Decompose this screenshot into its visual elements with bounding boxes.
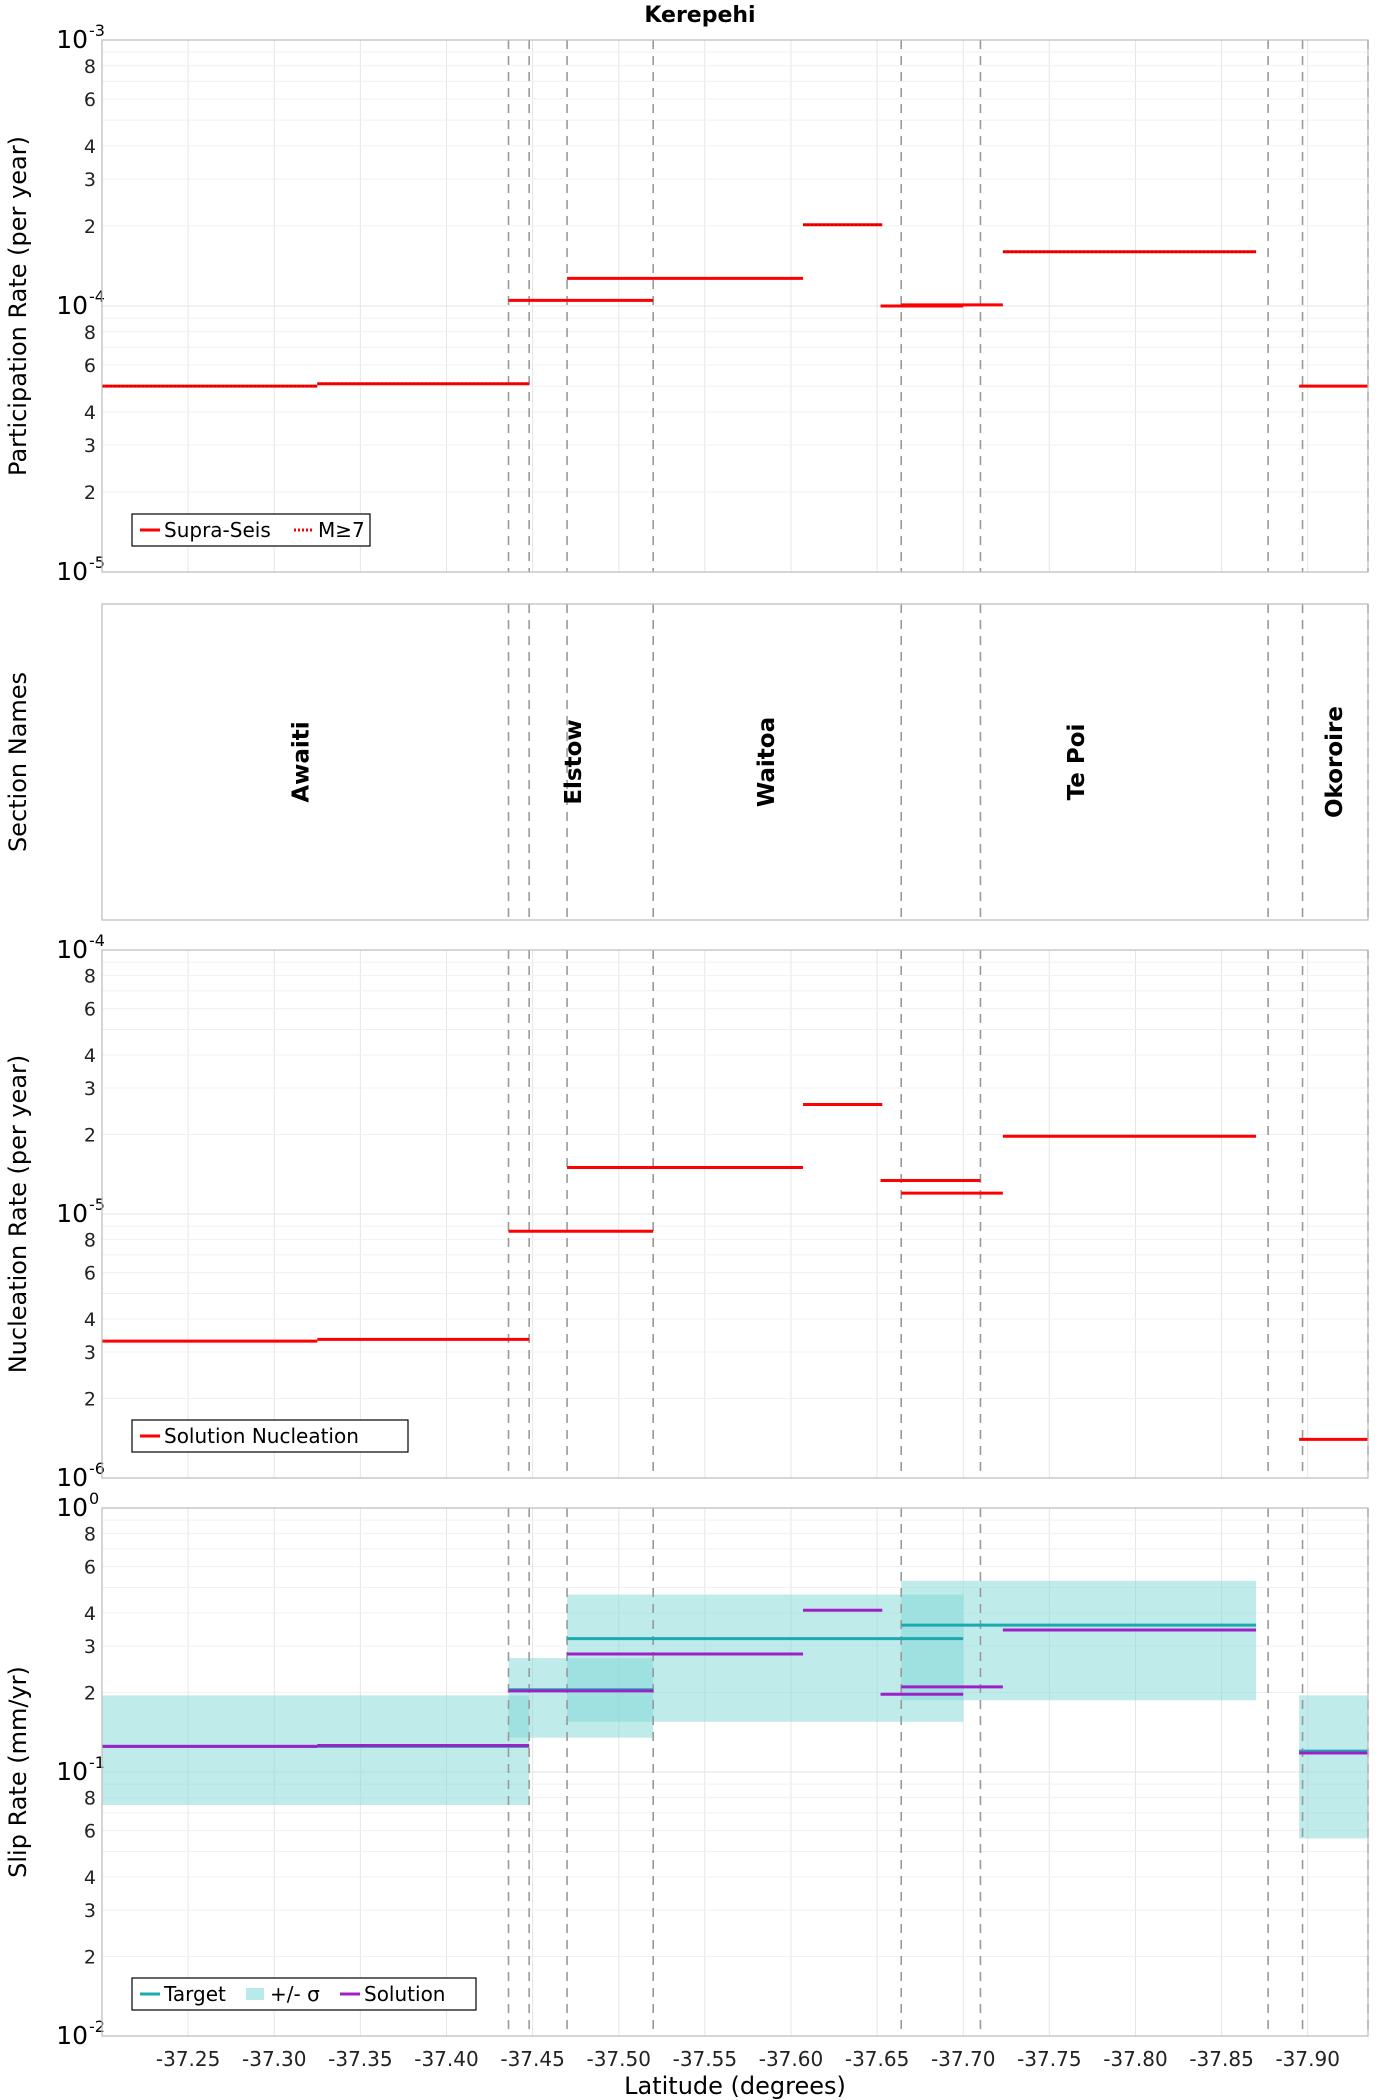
slip-minor-tick-label: 3 (84, 1900, 96, 1922)
slip-minor-tick-label: 6 (84, 1821, 96, 1843)
participation-y-axis-label: Participation Rate (per year) (4, 136, 32, 476)
slip-minor-tick-label: 6 (84, 1557, 96, 1579)
sections-plot-area (102, 604, 1368, 920)
section-name-label: Te Poi (1064, 724, 1090, 801)
slip-minor-tick-label: 4 (84, 1867, 96, 1889)
nucleation-minor-tick-label: 2 (84, 1125, 96, 1147)
nucleation-minor-tick-label: 2 (84, 1389, 96, 1411)
nucleation-y-axis-label: Nucleation Rate (per year) (4, 1055, 32, 1374)
x-tick-label: -37.25 (156, 2047, 220, 2071)
nucleation-minor-tick-label: 4 (84, 1045, 96, 1067)
slip-minor-tick-label: 4 (84, 1603, 96, 1625)
slip-legend-box (131, 1977, 477, 2011)
participation-minor-tick-label: 8 (84, 56, 96, 78)
slip-minor-tick-label: 2 (84, 1683, 96, 1705)
x-tick-label: -37.55 (673, 2047, 737, 2071)
chart-title: Kerepehi (644, 3, 755, 28)
sections-frame (101, 603, 1369, 921)
participation-minor-tick-label: 3 (84, 169, 96, 191)
x-tick-label: -37.90 (1275, 2047, 1339, 2071)
legend-swatch (246, 1988, 264, 2000)
participation-panel: Participation Rate (per year)10 -52346810… (4, 21, 1369, 586)
slip-decade-exponent: -2 (89, 2017, 105, 2036)
participation-minor-tick-label: 8 (84, 322, 96, 344)
participation-minor-tick-label: 6 (84, 355, 96, 377)
participation-decade-label: 10 (56, 557, 88, 586)
x-tick-label: -37.50 (586, 2047, 650, 2071)
nucleation-decade-label: 10 (56, 1199, 88, 1228)
participation-decade-exponent: -4 (89, 287, 105, 306)
legend-label: Supra-Seis (164, 518, 271, 542)
nucleation-minor-tick-label: 3 (84, 1078, 96, 1100)
legend-label: Solution (364, 1982, 445, 2006)
x-tick-label: -37.35 (328, 2047, 392, 2071)
nucleation-decade-exponent: -6 (89, 1459, 105, 1478)
nucleation-decade-exponent: -5 (89, 1195, 105, 1214)
x-tick-label: -37.85 (1189, 2047, 1253, 2071)
slip-minor-tick-label: 3 (84, 1636, 96, 1658)
x-tick-label: -37.40 (414, 2047, 478, 2071)
participation-minor-tick-label: 2 (84, 482, 96, 504)
slip-minor-tick-label: 8 (84, 1788, 96, 1810)
nucleation-minor-tick-label: 8 (84, 1230, 96, 1252)
nucleation-minor-tick-label: 6 (84, 1263, 96, 1285)
nucleation-decade-exponent: -4 (89, 931, 105, 950)
chart-panels: Participation Rate (per year)10 -52346810… (4, 21, 1369, 2071)
nucleation-minor-tick-label: 8 (84, 966, 96, 988)
slip-y-axis-label: Slip Rate (mm/yr) (4, 1666, 32, 1878)
participation-frame (101, 39, 1369, 573)
participation-minor-tick-label: 6 (84, 89, 96, 111)
legend-label: Solution Nucleation (164, 1424, 359, 1448)
x-tick-label: -37.80 (1103, 2047, 1167, 2071)
legend-label: M≥7 (318, 518, 365, 542)
slip-decade-label: 10 (56, 1493, 88, 1522)
participation-decade-exponent: -5 (89, 553, 105, 572)
nucleation-legend-box (131, 1419, 409, 1453)
legend-label: Target (163, 1982, 226, 2006)
slip-decade-exponent: 0 (89, 1489, 99, 1508)
slip-sigma-band (102, 1695, 530, 1805)
nucleation-decade-label: 10 (56, 935, 88, 964)
participation-minor-tick-label: 3 (84, 435, 96, 457)
slip-frame (101, 1507, 1369, 2037)
participation-minor-tick-label: 4 (84, 402, 96, 424)
participation-decade-label: 10 (56, 25, 88, 54)
nucleation-decade-label: 10 (56, 1463, 88, 1492)
nucleation-minor-tick-label: 4 (84, 1309, 96, 1331)
slip-decade-exponent: -1 (89, 1753, 105, 1772)
slip-minor-tick-label: 2 (84, 1947, 96, 1969)
sections-y-axis-label: Section Names (4, 672, 32, 852)
legend-label: +/- σ (270, 1982, 320, 2006)
x-axis-label: Latitude (degrees) (624, 2072, 846, 2100)
x-tick-label: -37.45 (500, 2047, 564, 2071)
participation-minor-tick-label: 2 (84, 216, 96, 238)
x-tick-label: -37.75 (1017, 2047, 1081, 2071)
slip-sigma-band (567, 1594, 964, 1722)
participation-decade-label: 10 (56, 291, 88, 320)
participation-legend-box (131, 513, 371, 547)
nucleation-frame (101, 949, 1369, 1479)
section-name-label: Elstow (561, 719, 587, 804)
section-name-label: Okoroire (1322, 706, 1348, 818)
x-tick-label: -37.65 (845, 2047, 909, 2071)
sections-panel: Section Names Awaiti Elstow Waitoa Te Poi Oko… (4, 603, 1369, 921)
x-tick-label: -37.30 (242, 2047, 306, 2071)
slip-sigma-band (1299, 1695, 1368, 1839)
slip-sigma-band (901, 1580, 1257, 1701)
x-tick-label: -37.70 (931, 2047, 995, 2071)
slip-decade-label: 10 (56, 2021, 88, 2050)
nucleation-minor-tick-label: 3 (84, 1342, 96, 1364)
nucleation-minor-tick-label: 6 (84, 999, 96, 1021)
section-name-label: Waitoa (754, 717, 780, 807)
x-tick-label: -37.60 (759, 2047, 823, 2071)
section-name-label: Awaiti (289, 721, 315, 802)
participation-minor-tick-label: 4 (84, 136, 96, 158)
slip-minor-tick-label: 8 (84, 1524, 96, 1546)
x-axis: -37.25 -37.30 -37.35 -37.40 -37.45 -37.50 -37.… (156, 2047, 1340, 2071)
slip-decade-label: 10 (56, 1757, 88, 1786)
participation-decade-exponent: -3 (89, 21, 105, 40)
